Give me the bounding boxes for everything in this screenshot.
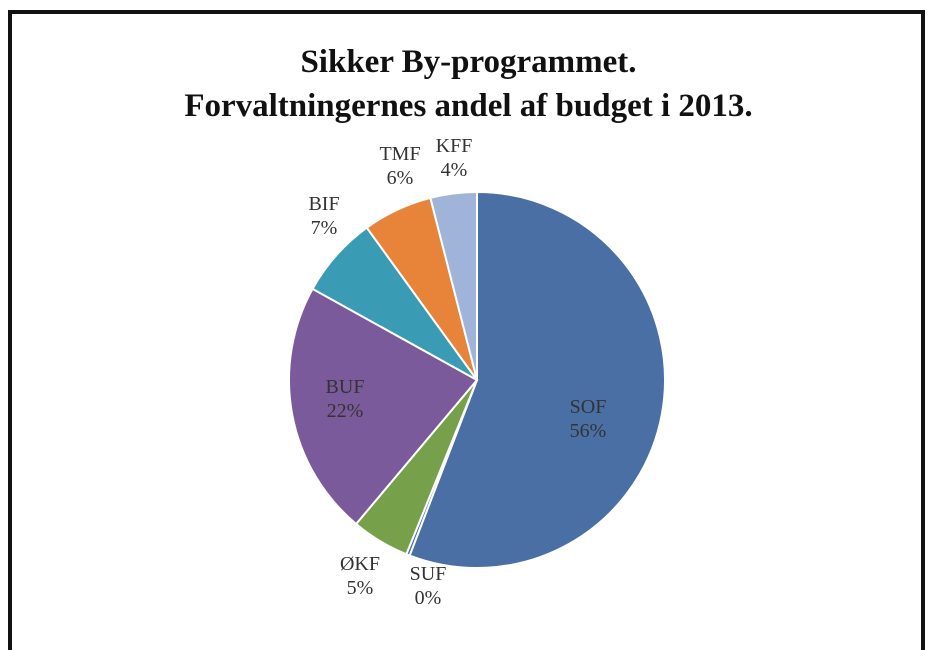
slice-label-buf: BUF	[326, 376, 365, 398]
chart-subtitle: Forvaltningernes andel af budget i 2013.	[184, 88, 753, 124]
slice-label-økf: ØKF	[340, 553, 380, 575]
slice-label-tmf: TMF	[379, 143, 420, 165]
slice-percent-kff: 4%	[441, 159, 468, 181]
slice-percent-buf: 22%	[327, 400, 364, 422]
slice-label-kff: KFF	[436, 135, 473, 157]
slice-percent-suf: 0%	[415, 587, 442, 609]
slice-percent-tmf: 6%	[387, 167, 414, 189]
slice-percent-bif: 7%	[311, 217, 338, 239]
slice-percent-sof: 56%	[570, 420, 607, 442]
pie-slice-sof	[408, 190, 666, 569]
slice-label-bif: BIF	[308, 193, 339, 215]
pie-slice-buf	[288, 287, 479, 526]
slice-label-sof: SOF	[570, 396, 607, 418]
slice-label-suf: SUF	[410, 563, 447, 585]
pie-slice-kff	[429, 190, 478, 381]
slice-percent-økf: 5%	[347, 577, 374, 599]
chart-title: Sikker By-programmet.	[300, 44, 637, 80]
